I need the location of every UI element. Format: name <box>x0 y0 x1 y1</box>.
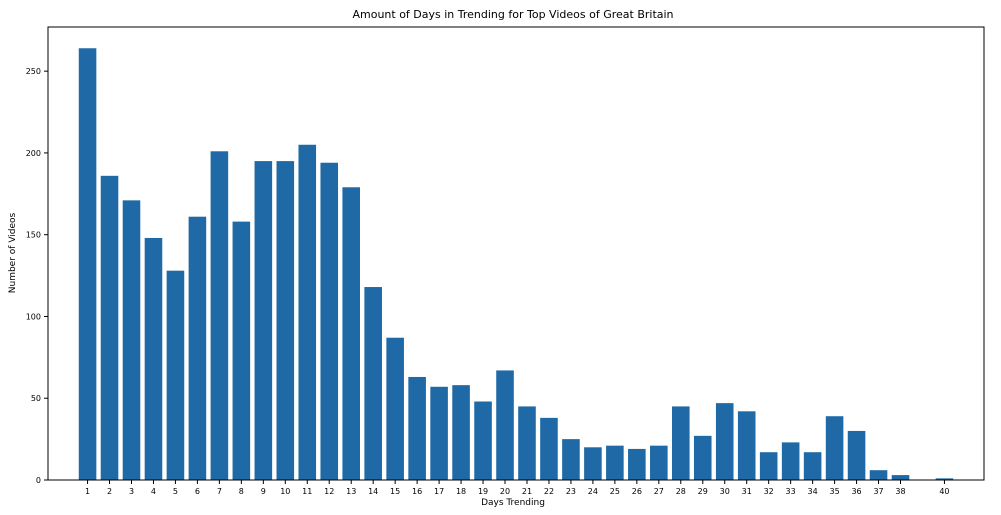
x-tick-label-37: 37 <box>873 487 883 496</box>
x-tick-label-4: 4 <box>151 487 156 496</box>
bar-19 <box>474 401 492 480</box>
x-tick-label-22: 22 <box>544 487 554 496</box>
bar-6 <box>188 216 207 480</box>
x-tick-label-14: 14 <box>368 487 378 496</box>
x-tick-label-11: 11 <box>302 487 312 496</box>
x-tick-label-10: 10 <box>280 487 290 496</box>
x-tick-label-3: 3 <box>129 487 134 496</box>
bar-10 <box>276 161 295 480</box>
y-tick-label-50: 50 <box>31 394 41 403</box>
x-tick-label-7: 7 <box>217 487 222 496</box>
bar-35 <box>825 416 844 480</box>
bar-34 <box>803 452 822 480</box>
x-tick-label-31: 31 <box>742 487 752 496</box>
x-tick-label-5: 5 <box>173 487 178 496</box>
bar-21 <box>518 406 536 480</box>
bar-32 <box>759 452 778 480</box>
bar-16 <box>408 376 426 480</box>
bar-30 <box>715 403 734 480</box>
x-tick-label-21: 21 <box>522 487 532 496</box>
x-tick-label-24: 24 <box>588 487 598 496</box>
x-tick-label-12: 12 <box>324 487 334 496</box>
bar-11 <box>298 144 317 480</box>
bar-3 <box>122 200 141 480</box>
bar-17 <box>430 386 448 480</box>
x-tick-label-38: 38 <box>895 487 905 496</box>
x-tick-label-6: 6 <box>195 487 200 496</box>
chart-title: Amount of Days in Trending for Top Video… <box>352 8 673 21</box>
x-tick-label-17: 17 <box>434 487 444 496</box>
x-tick-label-32: 32 <box>764 487 774 496</box>
x-tick-label-25: 25 <box>610 487 620 496</box>
bars-group <box>78 48 954 481</box>
bar-28 <box>672 406 690 480</box>
y-tick-label-250: 250 <box>26 67 41 76</box>
x-tick-label-40: 40 <box>939 487 949 496</box>
bar-14 <box>364 287 382 480</box>
x-tick-label-36: 36 <box>851 487 861 496</box>
bar-20 <box>496 370 514 480</box>
x-tick-label-13: 13 <box>346 487 356 496</box>
x-axis: 1 2 3 4 5 6 7 8 9 10 11 12 13 14 15 16 17 18 19 20 21 22 23 24 2… <box>85 480 950 496</box>
bar-37 <box>869 470 888 480</box>
y-axis-label: Number of Videos <box>8 212 18 293</box>
y-axis: 0 50 100 150 200 250 <box>26 67 48 485</box>
bar-27 <box>650 445 668 480</box>
x-tick-label-34: 34 <box>808 487 818 496</box>
bar-40 <box>935 478 954 480</box>
bar-25 <box>606 445 624 480</box>
bar-12 <box>320 162 339 481</box>
bar-24 <box>584 447 602 480</box>
bar-18 <box>452 385 470 480</box>
bar-23 <box>562 439 580 480</box>
x-tick-label-23: 23 <box>566 487 576 496</box>
x-tick-label-27: 27 <box>654 487 664 496</box>
x-tick-label-20: 20 <box>500 487 510 496</box>
x-axis-label: Days Trending <box>481 498 545 508</box>
x-tick-label-33: 33 <box>786 487 796 496</box>
x-tick-label-18: 18 <box>456 487 466 496</box>
plot-frame <box>47 26 985 481</box>
bar-13 <box>342 187 360 480</box>
bar-15 <box>386 337 404 480</box>
x-tick-label-30: 30 <box>720 487 730 496</box>
x-tick-label-26: 26 <box>632 487 642 496</box>
x-tick-label-35: 35 <box>829 487 839 496</box>
x-tick-label-29: 29 <box>698 487 708 496</box>
bar-22 <box>540 417 558 480</box>
x-tick-label-19: 19 <box>478 487 488 496</box>
bar-2 <box>100 175 119 480</box>
x-tick-label-15: 15 <box>390 487 400 496</box>
x-tick-label-16: 16 <box>412 487 422 496</box>
y-tick-label-0: 0 <box>36 476 41 485</box>
bar-36 <box>847 430 866 480</box>
y-tick-label-200: 200 <box>26 149 41 158</box>
x-tick-label-8: 8 <box>239 487 244 496</box>
bar-26 <box>628 448 646 480</box>
x-tick-label-9: 9 <box>261 487 266 496</box>
bar-9 <box>254 161 273 480</box>
bar-8 <box>232 221 251 481</box>
x-tick-label-28: 28 <box>676 487 686 496</box>
y-tick-label-100: 100 <box>26 312 41 321</box>
bar-1 <box>78 48 97 480</box>
bar-33 <box>781 442 800 480</box>
bar-38 <box>891 475 910 480</box>
bar-5 <box>166 270 185 480</box>
x-tick-label-2: 2 <box>107 487 112 496</box>
bar-31 <box>737 411 756 480</box>
bar-29 <box>693 435 712 480</box>
y-tick-label-150: 150 <box>26 231 41 240</box>
bar-4 <box>144 237 163 480</box>
x-tick-label-1: 1 <box>85 487 90 496</box>
bar-7 <box>210 151 229 481</box>
